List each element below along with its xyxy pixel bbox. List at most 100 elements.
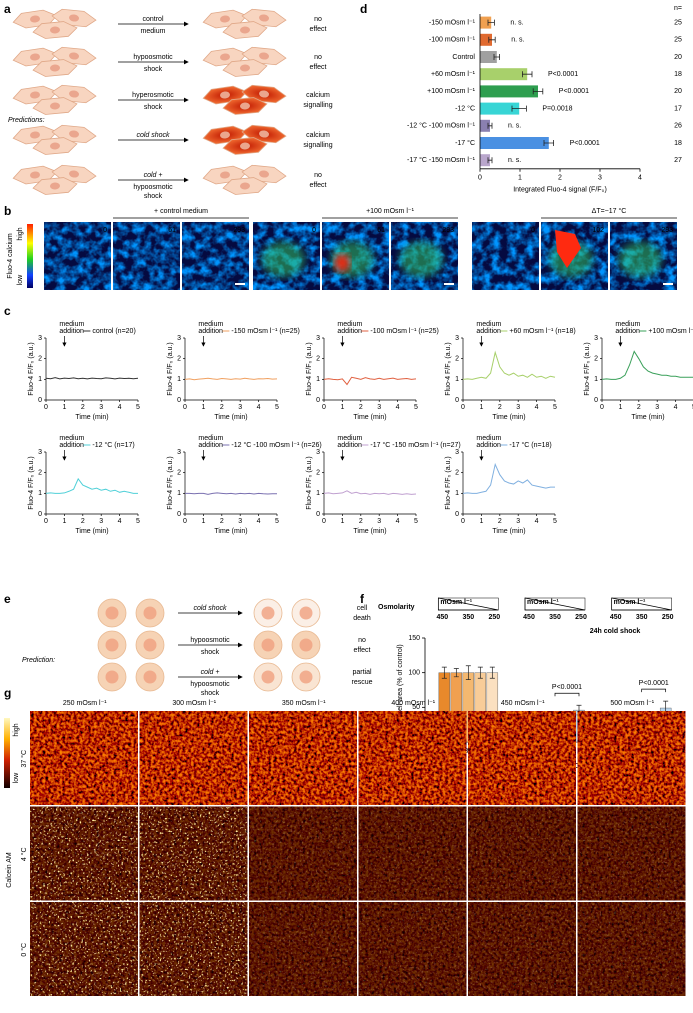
micrograph-speckle bbox=[30, 806, 138, 901]
error-bar bbox=[522, 71, 533, 78]
y-tick-label: -17 °C bbox=[455, 139, 475, 147]
cells bbox=[97, 630, 165, 660]
effect-label: calcium bbox=[306, 92, 330, 99]
cells bbox=[201, 6, 288, 40]
effect-label: effect bbox=[310, 26, 327, 33]
y-tick-label: 0 bbox=[455, 511, 459, 518]
y-axis-label: Fluo-4 F/F₀ (a.u.) bbox=[306, 456, 313, 509]
y-tick-label: 0 bbox=[177, 511, 181, 518]
annotation: n. s. bbox=[510, 19, 523, 26]
x-tick-label: 3 bbox=[516, 404, 520, 411]
micrograph-texture bbox=[249, 711, 357, 805]
y-tick-label: 0 bbox=[455, 397, 459, 404]
micrograph-texture bbox=[44, 222, 111, 290]
micrograph-speckle bbox=[30, 902, 138, 996]
x-tick-label: 3 bbox=[99, 518, 103, 525]
x-tick-label: 5 bbox=[414, 518, 418, 525]
error-bar bbox=[487, 157, 493, 164]
x-tick-label: 0 bbox=[44, 404, 48, 411]
cells bbox=[201, 162, 288, 196]
treatment-label: shock bbox=[144, 66, 163, 73]
cells bbox=[201, 44, 288, 78]
osmolarity-tick: 350 bbox=[462, 614, 474, 621]
x-tick-label: 3 bbox=[377, 404, 381, 411]
y-tick-label: -150 mOsm l⁻¹ bbox=[429, 19, 476, 26]
legend-label: -12 °C (n=17) bbox=[92, 441, 134, 449]
y-tick-label: 2 bbox=[177, 470, 181, 477]
y-axis-label: Viable cell area (% of control) bbox=[397, 644, 404, 735]
x-tick-label: 5 bbox=[553, 404, 557, 411]
y-axis-label: Fluo-4 F/F₀ (a.u.) bbox=[28, 456, 35, 509]
annotation: n. s. bbox=[508, 123, 521, 130]
column-header: 300 mOsm l⁻¹ bbox=[172, 700, 216, 707]
legend-label: control (n=20) bbox=[92, 328, 135, 335]
annotation: addition bbox=[476, 442, 501, 449]
x-tick-label: 0 bbox=[44, 518, 48, 525]
osmolarity-unit: mOsm l⁻¹ bbox=[527, 599, 559, 606]
error-bar bbox=[511, 105, 527, 112]
cells bbox=[11, 82, 98, 116]
n-label: 25 bbox=[674, 19, 682, 26]
n-label: 18 bbox=[674, 140, 682, 147]
x-tick-label: 1 bbox=[201, 404, 205, 411]
y-tick-label: 1 bbox=[316, 376, 320, 383]
annotation: P=0.0018 bbox=[542, 105, 572, 112]
y-tick-label: 2 bbox=[177, 356, 181, 363]
micrograph-texture bbox=[468, 711, 576, 805]
y-tick-label: 1 bbox=[316, 490, 320, 497]
y-tick-label: 1 bbox=[594, 376, 598, 383]
x-tick-label: 4 bbox=[535, 518, 539, 525]
micrograph-texture bbox=[577, 711, 686, 805]
x-tick-label: 5 bbox=[414, 404, 418, 411]
legend-label: -150 mOsm l⁻¹ (n=25) bbox=[231, 328, 299, 335]
x-tick-label: 2 bbox=[498, 404, 502, 411]
osmolarity-unit: mOsm l⁻¹ bbox=[614, 599, 646, 606]
n-label: 20 bbox=[674, 54, 682, 61]
y-tick-label: 1 bbox=[455, 490, 459, 497]
annotation: medium bbox=[198, 321, 223, 328]
signal bbox=[555, 230, 581, 268]
x-axis-label: Time (min) bbox=[75, 414, 108, 421]
x-tick-label: 4 bbox=[638, 175, 642, 182]
annotation: addition bbox=[615, 328, 640, 335]
y-axis-label: Fluo-4 F/F₀ (a.u.) bbox=[445, 342, 452, 395]
row-label: 37 °C bbox=[20, 750, 28, 768]
n-label: 18 bbox=[674, 71, 682, 78]
x-tick-label: 3 bbox=[99, 404, 103, 411]
annotation: n. s. bbox=[508, 157, 521, 164]
annotation: addition bbox=[59, 442, 84, 449]
osmolarity-box bbox=[438, 597, 499, 611]
cells bbox=[11, 162, 98, 196]
legend-label: -100 mOsm l⁻¹ (n=25) bbox=[370, 328, 438, 335]
x-tick-label: 3 bbox=[377, 518, 381, 525]
cells bbox=[11, 122, 98, 156]
prediction-label: Predictions: bbox=[8, 117, 45, 124]
x-axis-label: Time (min) bbox=[353, 528, 386, 535]
colorbar-high: high bbox=[17, 227, 24, 240]
x-tick-label: 5 bbox=[275, 518, 279, 525]
y-tick-label: 3 bbox=[316, 335, 320, 342]
x-tick-label: 5 bbox=[275, 404, 279, 411]
treatment-label: shock bbox=[144, 104, 163, 111]
annotation: n. s. bbox=[511, 37, 524, 44]
column-header: 350 mOsm l⁻¹ bbox=[282, 700, 326, 707]
x-axis-label: Time (min) bbox=[75, 528, 108, 535]
error-bar bbox=[477, 666, 483, 679]
y-tick-label: 3 bbox=[455, 449, 459, 456]
legend-label: +60 mOsm l⁻¹ (n=18) bbox=[509, 328, 575, 335]
osmolarity-tick: 250 bbox=[575, 614, 587, 621]
x-tick-label: 1 bbox=[518, 175, 522, 182]
y-tick-label: 2 bbox=[455, 470, 459, 477]
x-tick-label: 2 bbox=[81, 404, 85, 411]
micrograph-speckle bbox=[358, 902, 467, 996]
group-title: ΔT=−17 °C bbox=[592, 207, 627, 215]
panel-label: g bbox=[4, 686, 11, 700]
annotation: medium bbox=[476, 435, 501, 442]
y-tick-label: Control bbox=[452, 54, 475, 61]
x-tick-label: 0 bbox=[461, 518, 465, 525]
x-tick-label: 3 bbox=[516, 518, 520, 525]
x-tick-label: 1 bbox=[479, 518, 483, 525]
treatment-label: hypoosmotic bbox=[190, 637, 230, 644]
legend-label: +100 mOsm l⁻¹ (n=20) bbox=[648, 328, 693, 335]
